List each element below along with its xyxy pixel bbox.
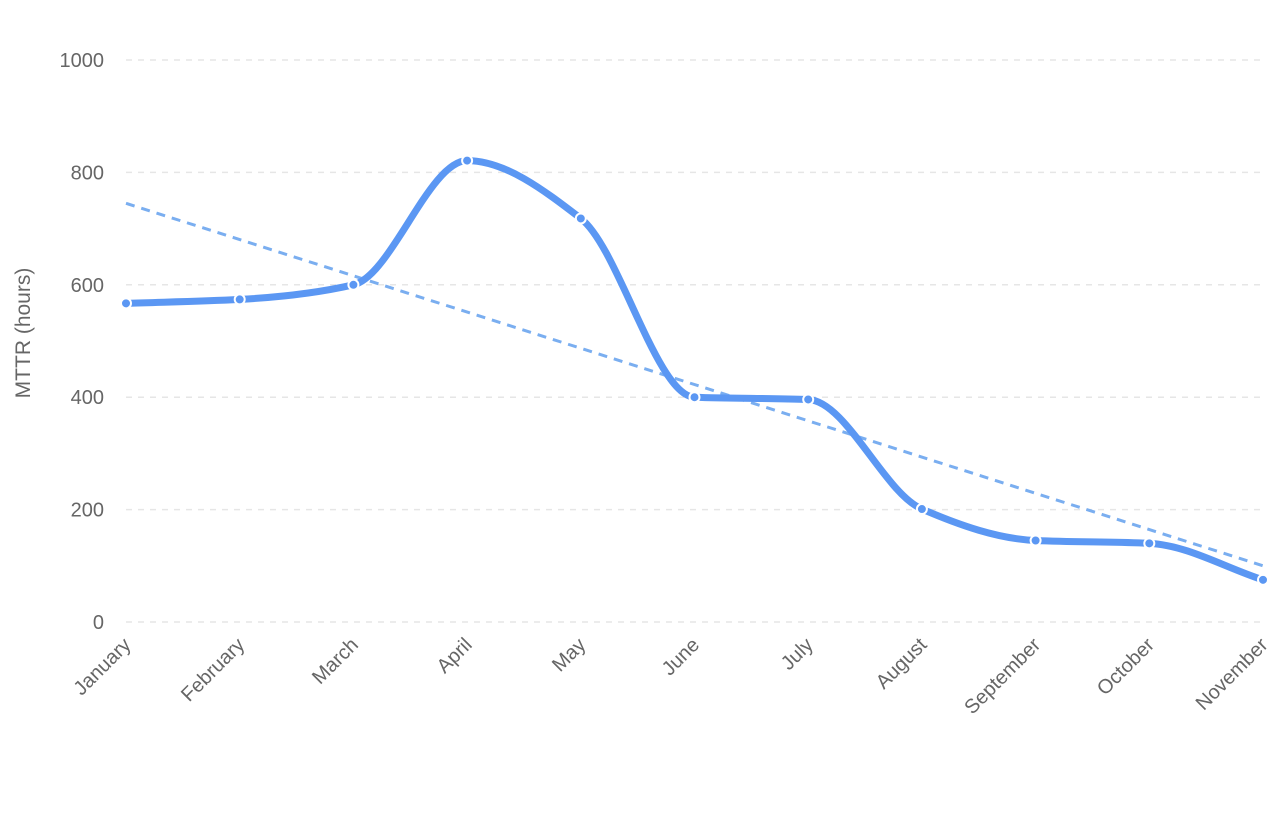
x-tick-label: November xyxy=(1192,634,1273,715)
data-point[interactable] xyxy=(1143,537,1156,550)
y-axis: 0 200 400 600 800 1000 xyxy=(60,50,105,634)
data-point[interactable] xyxy=(1257,573,1269,586)
x-tick-label: January xyxy=(70,634,136,700)
x-tick-label: October xyxy=(1093,634,1159,700)
data-point[interactable] xyxy=(1029,534,1042,547)
y-axis-label: MTTR (hours) xyxy=(12,268,35,399)
data-point[interactable] xyxy=(915,503,928,516)
y-tick-label: 400 xyxy=(71,387,104,409)
trendline-path xyxy=(125,201,1264,568)
y-tick-label: 1000 xyxy=(60,50,105,72)
y-tick-label: 200 xyxy=(71,500,104,522)
data-point[interactable] xyxy=(120,297,132,310)
trendline xyxy=(125,201,1264,568)
x-axis: January February March April May June July Augu… xyxy=(70,634,1273,719)
data-point[interactable] xyxy=(802,393,815,406)
x-tick-label: April xyxy=(433,634,477,678)
x-tick-label: July xyxy=(777,634,818,675)
x-tick-label: June xyxy=(658,634,704,680)
data-point[interactable] xyxy=(461,154,474,167)
grid-lines xyxy=(126,59,1263,623)
data-point[interactable] xyxy=(688,391,701,404)
data-point[interactable] xyxy=(347,278,360,291)
data-point[interactable] xyxy=(233,293,246,306)
x-tick-label: September xyxy=(960,634,1045,719)
y-tick-label: 800 xyxy=(71,162,104,184)
x-tick-label: March xyxy=(308,634,363,689)
x-tick-label: May xyxy=(548,634,590,676)
data-point[interactable] xyxy=(574,212,587,225)
series-group xyxy=(120,154,1269,586)
x-tick-label: August xyxy=(872,634,932,694)
series-line xyxy=(122,157,1267,584)
y-tick-label: 0 xyxy=(93,612,104,634)
y-tick-label: 600 xyxy=(71,275,104,297)
x-tick-label: February xyxy=(177,634,249,706)
